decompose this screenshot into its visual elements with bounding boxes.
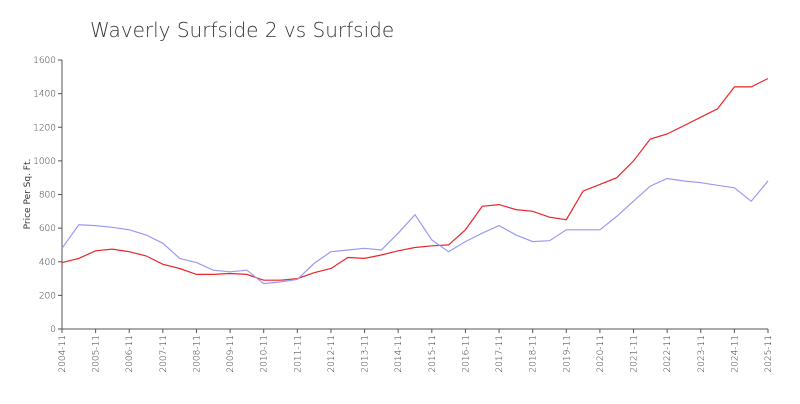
- y-tick-label: 0: [50, 325, 56, 335]
- y-tick-label: 800: [39, 191, 56, 201]
- series-line: [61, 77, 769, 281]
- x-tick-label: 2020-11: [596, 335, 606, 373]
- y-tick-label: 1600: [33, 56, 56, 66]
- x-tick-label: 2012-11: [327, 335, 337, 373]
- x-tick-label: 2024-11: [730, 335, 740, 373]
- x-tick-label: 2018-11: [529, 335, 539, 373]
- x-tick-label: 2019-11: [562, 335, 572, 373]
- x-tick-label: 2009-11: [226, 335, 236, 373]
- y-axis-label: Price Per Sq. Ft.: [23, 159, 33, 230]
- y-tick-label: 1200: [33, 123, 56, 133]
- x-tick-label: 2023-11: [697, 335, 707, 373]
- series-line: [61, 177, 769, 285]
- x-tick-label: 2025-11: [764, 335, 774, 373]
- x-tick-label: 2015-11: [428, 335, 438, 373]
- x-tick-label: 2014-11: [394, 335, 404, 373]
- x-tick-label: 2004-11: [58, 335, 68, 373]
- x-tick-label: 2010-11: [260, 335, 270, 373]
- y-tick-label: 400: [39, 258, 56, 268]
- x-tick-label: 2006-11: [125, 335, 135, 373]
- y-tick-label: 1400: [33, 90, 56, 100]
- chart-title: Waverly Surfside 2 vs Surfside: [90, 18, 394, 42]
- x-tick-label: 2007-11: [159, 335, 169, 373]
- x-tick-label: 2013-11: [361, 335, 371, 373]
- x-tick-label: 2017-11: [495, 335, 505, 373]
- y-tick-label: 200: [39, 291, 56, 301]
- y-tick-label: 600: [39, 224, 56, 234]
- x-tick-label: 2022-11: [663, 335, 673, 373]
- x-tick-label: 2016-11: [461, 335, 471, 373]
- x-tick-label: 2008-11: [192, 335, 202, 373]
- x-tick-label: 2011-11: [293, 335, 303, 373]
- y-tick-label: 1000: [33, 157, 56, 167]
- x-tick-label: 2021-11: [630, 335, 640, 373]
- x-tick-label: 2005-11: [92, 335, 102, 373]
